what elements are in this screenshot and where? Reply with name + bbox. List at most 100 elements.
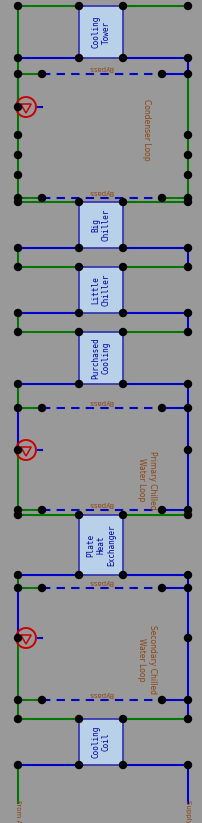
Circle shape bbox=[158, 71, 165, 77]
Circle shape bbox=[158, 696, 165, 704]
FancyBboxPatch shape bbox=[79, 332, 122, 384]
FancyBboxPatch shape bbox=[79, 267, 122, 313]
Text: Purchased
Cooling: Purchased Cooling bbox=[91, 337, 110, 379]
FancyBboxPatch shape bbox=[79, 719, 122, 765]
Circle shape bbox=[14, 380, 21, 388]
Circle shape bbox=[119, 263, 126, 271]
Circle shape bbox=[38, 696, 45, 704]
Text: Cooling
Coil: Cooling Coil bbox=[91, 726, 110, 758]
Circle shape bbox=[75, 244, 82, 252]
Text: Secondary Chilled
Water Loop: Secondary Chilled Water Loop bbox=[137, 625, 156, 695]
Text: Primary Chilled
Water Loop: Primary Chilled Water Loop bbox=[137, 451, 156, 509]
Circle shape bbox=[75, 512, 82, 518]
Circle shape bbox=[184, 71, 190, 77]
Text: Cooling
Tower: Cooling Tower bbox=[91, 16, 110, 49]
Circle shape bbox=[184, 2, 190, 10]
Circle shape bbox=[119, 309, 126, 317]
Circle shape bbox=[14, 715, 21, 723]
Text: From AHU: From AHU bbox=[15, 800, 21, 823]
Circle shape bbox=[75, 715, 82, 723]
Circle shape bbox=[75, 2, 82, 10]
Circle shape bbox=[14, 696, 21, 704]
Text: Big
Chiller: Big Chiller bbox=[91, 209, 110, 241]
Circle shape bbox=[184, 380, 190, 388]
Text: Supply Air: Supply Air bbox=[184, 800, 190, 823]
Text: Plate
Heat
Exchanger: Plate Heat Exchanger bbox=[86, 524, 115, 566]
Circle shape bbox=[158, 404, 165, 412]
Text: Bypass: Bypass bbox=[88, 691, 113, 697]
Circle shape bbox=[184, 263, 190, 271]
Circle shape bbox=[14, 194, 21, 202]
Circle shape bbox=[184, 151, 190, 159]
Circle shape bbox=[38, 194, 45, 202]
FancyBboxPatch shape bbox=[79, 202, 122, 248]
Circle shape bbox=[14, 54, 21, 62]
Circle shape bbox=[119, 198, 126, 206]
Circle shape bbox=[14, 506, 21, 514]
Circle shape bbox=[184, 194, 190, 202]
Text: Bypass: Bypass bbox=[88, 399, 113, 405]
Circle shape bbox=[14, 309, 21, 317]
Circle shape bbox=[75, 263, 82, 271]
Circle shape bbox=[14, 263, 21, 271]
Circle shape bbox=[14, 171, 21, 179]
Circle shape bbox=[184, 635, 190, 641]
Circle shape bbox=[14, 404, 21, 412]
Circle shape bbox=[38, 404, 45, 412]
Circle shape bbox=[184, 696, 190, 704]
Circle shape bbox=[14, 328, 21, 336]
Circle shape bbox=[14, 198, 21, 206]
Circle shape bbox=[38, 71, 45, 77]
Circle shape bbox=[119, 380, 126, 388]
Circle shape bbox=[184, 512, 190, 518]
Text: Condenser Loop: Condenser Loop bbox=[142, 100, 151, 160]
Circle shape bbox=[14, 71, 21, 77]
Circle shape bbox=[75, 309, 82, 317]
Circle shape bbox=[75, 198, 82, 206]
Circle shape bbox=[14, 2, 21, 10]
Circle shape bbox=[38, 506, 45, 514]
Circle shape bbox=[75, 328, 82, 336]
Circle shape bbox=[184, 328, 190, 336]
Circle shape bbox=[14, 447, 21, 453]
Circle shape bbox=[14, 104, 21, 110]
Circle shape bbox=[158, 194, 165, 202]
Circle shape bbox=[14, 635, 21, 641]
Circle shape bbox=[184, 761, 190, 769]
Circle shape bbox=[38, 584, 45, 592]
Circle shape bbox=[158, 506, 165, 514]
Circle shape bbox=[158, 584, 165, 592]
Circle shape bbox=[75, 54, 82, 62]
Circle shape bbox=[14, 244, 21, 252]
Circle shape bbox=[119, 761, 126, 769]
Circle shape bbox=[119, 244, 126, 252]
Circle shape bbox=[14, 132, 21, 138]
Text: Bypass: Bypass bbox=[88, 189, 113, 195]
Circle shape bbox=[184, 198, 190, 206]
Circle shape bbox=[14, 584, 21, 592]
Circle shape bbox=[184, 309, 190, 317]
Text: Bypass: Bypass bbox=[88, 65, 113, 71]
Circle shape bbox=[184, 54, 190, 62]
Circle shape bbox=[184, 447, 190, 453]
Circle shape bbox=[119, 54, 126, 62]
Circle shape bbox=[75, 380, 82, 388]
Circle shape bbox=[75, 761, 82, 769]
Text: Little
Chiller: Little Chiller bbox=[91, 274, 110, 306]
Circle shape bbox=[119, 715, 126, 723]
FancyBboxPatch shape bbox=[79, 6, 122, 58]
Circle shape bbox=[184, 584, 190, 592]
Circle shape bbox=[184, 171, 190, 179]
Circle shape bbox=[119, 512, 126, 518]
Circle shape bbox=[184, 715, 190, 723]
Circle shape bbox=[14, 761, 21, 769]
Circle shape bbox=[184, 506, 190, 514]
Text: Bypass: Bypass bbox=[88, 501, 113, 507]
Circle shape bbox=[184, 244, 190, 252]
FancyBboxPatch shape bbox=[79, 515, 122, 575]
Circle shape bbox=[75, 571, 82, 579]
Circle shape bbox=[14, 571, 21, 579]
Circle shape bbox=[184, 571, 190, 579]
Circle shape bbox=[14, 512, 21, 518]
Circle shape bbox=[14, 151, 21, 159]
